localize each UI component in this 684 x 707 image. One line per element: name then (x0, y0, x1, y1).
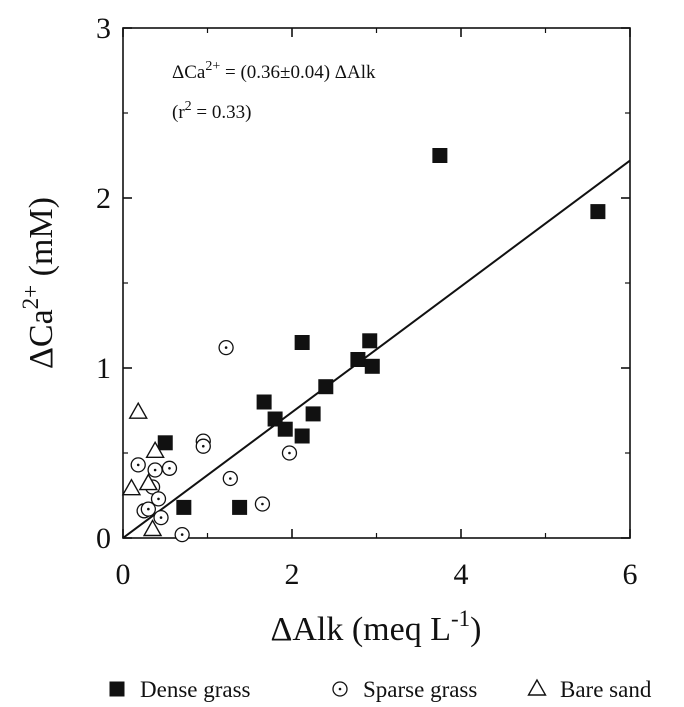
data-point (218, 339, 234, 356)
circle-marker-dot (180, 533, 184, 536)
regression-line (122, 159, 631, 539)
series-sparse-grass (130, 339, 298, 543)
legend-marker (109, 681, 125, 697)
data-point (121, 478, 142, 496)
x-tick-labels: 0 2 4 6 (116, 558, 638, 591)
circle-marker-dot (229, 477, 232, 480)
legend-marker (332, 681, 348, 697)
data-point (432, 148, 448, 163)
y-ticks (123, 27, 630, 539)
data-points (121, 148, 606, 543)
x-axis-title-main: ΔAlk (meq L (271, 611, 452, 648)
r2-part-1: (r (172, 102, 185, 123)
circle-marker-dot (201, 444, 205, 448)
legend-item: Bare sand (527, 677, 652, 702)
x-tick-label: 6 (623, 558, 638, 591)
data-point (145, 440, 165, 458)
data-point (128, 401, 148, 419)
equation-annotation: ΔCa2+ = (0.36±0.04) ΔAlk (172, 59, 376, 83)
data-point (147, 462, 163, 478)
data-point (254, 496, 271, 512)
x-axis: 0 2 4 6 ΔAlk (meq L-1) (116, 28, 638, 648)
equation-part-1: ΔCa (172, 62, 206, 83)
x-axis-title-close: ) (470, 611, 481, 648)
data-point (318, 379, 334, 395)
data-point (130, 457, 146, 473)
circle-marker-dot (157, 497, 160, 501)
x-tick-label: 4 (454, 558, 469, 591)
data-point (590, 204, 606, 220)
legend-marker (527, 678, 547, 696)
annotation: ΔCa2+ = (0.36±0.04) ΔAlk (r2 = 0.33) (172, 59, 376, 123)
legend-item: Dense grass (109, 677, 251, 702)
series-bare-sand (121, 401, 165, 537)
data-point (153, 509, 169, 526)
data-point (350, 352, 366, 367)
data-point (140, 501, 157, 517)
y-tick-labels: 0 1 2 3 (96, 12, 111, 555)
circle-marker-dot (153, 468, 157, 472)
x-ticks (122, 28, 631, 538)
data-point (138, 473, 159, 491)
data-point (142, 519, 163, 537)
series-dense-grass (157, 148, 606, 515)
data-point (281, 445, 298, 461)
y-axis-title: ΔCa2+ (mM) (18, 197, 60, 369)
x-tick-label: 2 (285, 558, 300, 591)
y-axis-title-sup: 2+ (18, 285, 43, 309)
circle-marker-dot (224, 346, 228, 349)
data-point (157, 435, 173, 451)
r2-part-2: = 0.33) (192, 102, 252, 123)
data-point (176, 499, 192, 515)
circle-marker-dot (288, 451, 291, 455)
equation-part-2: = (0.36±0.04) ΔAlk (220, 62, 376, 83)
y-tick-label: 1 (96, 352, 111, 385)
circle-marker-dot (147, 507, 150, 511)
legend-label: Bare sand (560, 677, 652, 702)
data-point (362, 333, 378, 349)
data-point (294, 335, 310, 350)
data-point (232, 499, 248, 515)
data-point (150, 491, 167, 507)
data-point (195, 438, 211, 454)
x-axis-title-sup: -1 (451, 606, 470, 631)
circle-marker-dot (168, 467, 171, 470)
circle-marker-dot (338, 687, 342, 691)
r-squared-annotation: (r2 = 0.33) (172, 99, 251, 123)
data-point (161, 460, 178, 476)
data-point (256, 394, 272, 410)
circle-marker-dot (136, 463, 140, 467)
data-point (294, 428, 310, 444)
y-tick-label: 3 (96, 12, 111, 45)
r2-sup: 2 (185, 99, 192, 114)
legend-label: Dense grass (140, 677, 251, 702)
equation-sup: 2+ (205, 59, 220, 74)
legend: Dense grass Sparse grass Bare sand (109, 677, 652, 702)
legend-label: Sparse grass (363, 677, 477, 702)
y-tick-label: 0 (96, 522, 111, 555)
data-point (305, 406, 321, 422)
y-axis-title-unit: (mM) (23, 197, 60, 285)
circle-marker-dot (261, 502, 264, 506)
x-axis-title: ΔAlk (meq L-1) (271, 606, 482, 648)
data-point (277, 421, 293, 437)
data-point (174, 526, 190, 543)
circle-marker-dot (159, 516, 163, 519)
legend-item: Sparse grass (332, 677, 477, 702)
y-axis-title-delta: ΔCa (23, 309, 60, 369)
data-point (222, 470, 238, 487)
y-tick-label: 2 (96, 182, 111, 215)
x-tick-label: 0 (116, 558, 131, 591)
data-point (364, 358, 380, 374)
